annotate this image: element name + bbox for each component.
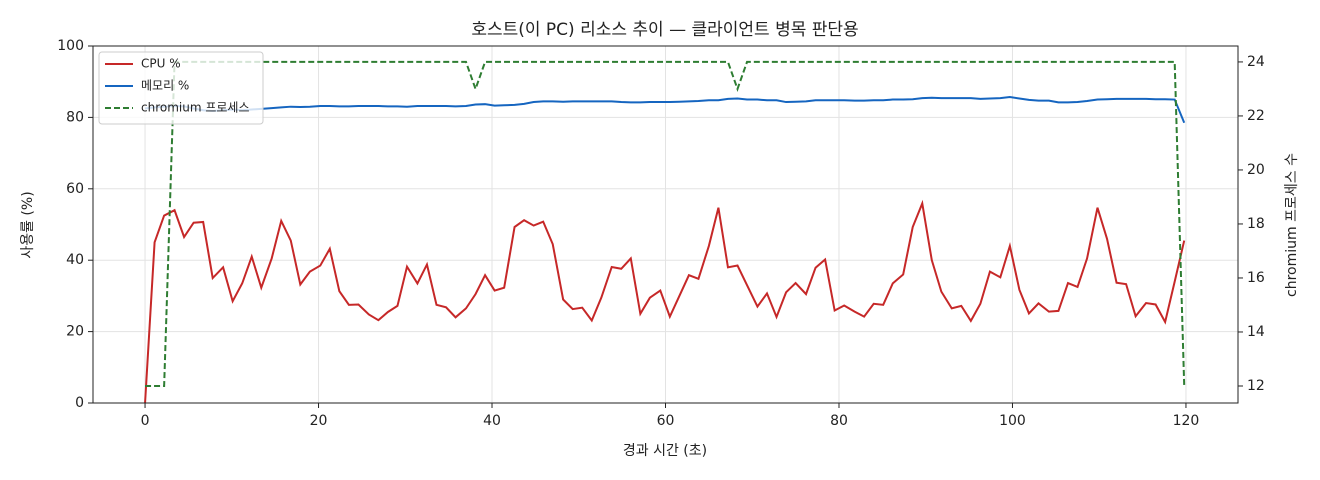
- y2-tick-label: 24: [1247, 54, 1265, 70]
- plot-frame: [92, 45, 1239, 404]
- legend-box: [98, 51, 264, 125]
- x-tick-label: 100: [999, 413, 1026, 429]
- y2-tick-label: 20: [1247, 162, 1265, 178]
- x-tick-label: 120: [1173, 413, 1200, 429]
- chart-title: 호스트(이 PC) 리소스 추이 — 클라이언트 병목 판단용: [471, 20, 858, 40]
- y2-axis-label: chromium 프로세스 수: [1284, 153, 1300, 297]
- y-tick-label: 0: [75, 395, 84, 411]
- y2-tick-label: 16: [1247, 270, 1265, 286]
- y2-tick-label: 18: [1247, 216, 1265, 232]
- x-tick-label: 60: [657, 413, 675, 429]
- y-tick-label: 100: [57, 38, 84, 54]
- x-tick-label: 20: [310, 413, 328, 429]
- y-tick-label: 80: [66, 109, 84, 125]
- x-tick-label: 80: [830, 413, 848, 429]
- y2-tick-label: 12: [1247, 378, 1265, 394]
- y2-tick-label: 14: [1247, 324, 1265, 340]
- y-tick-label: 40: [66, 252, 84, 268]
- y-axis-label: 사용률 (%): [20, 191, 36, 258]
- x-tick-label: 0: [141, 413, 150, 429]
- x-tick-label: 40: [483, 413, 501, 429]
- series-line: [144, 199, 1186, 404]
- y-tick-label: 60: [66, 181, 84, 197]
- x-axis-label: 경과 시간 (초): [623, 443, 707, 459]
- legend-label: CPU %: [141, 57, 181, 71]
- y2-tick-label: 22: [1247, 108, 1265, 124]
- y-tick-label: 20: [66, 324, 84, 340]
- legend: CPU % 메모리 % chromium 프로세스: [98, 51, 264, 125]
- legend-label: 메모리 %: [141, 79, 189, 93]
- series-line: [145, 60, 1186, 387]
- legend-label: chromium 프로세스: [141, 101, 250, 115]
- series-line: [144, 96, 1186, 124]
